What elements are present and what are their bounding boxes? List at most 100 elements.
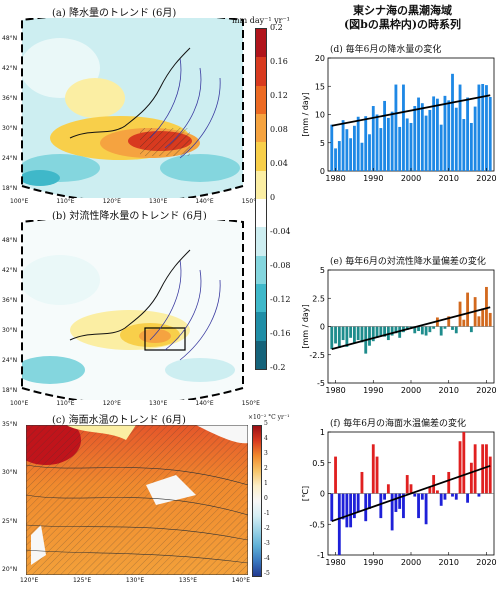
x-tick-label: 1980	[325, 174, 345, 183]
bar	[447, 316, 451, 327]
header-line-2: (図bの黒枠内)の時系列	[343, 18, 462, 31]
bar	[417, 493, 420, 519]
x-tick-label: 2000	[401, 174, 421, 183]
bar	[409, 122, 413, 171]
bar	[341, 120, 345, 171]
bar	[360, 142, 364, 171]
bar	[398, 326, 402, 338]
y-tick-label: 1	[320, 428, 325, 437]
x-tick-label: 1990	[363, 174, 383, 183]
bar	[394, 84, 398, 171]
bar	[375, 326, 379, 338]
y-tick-label: 5	[320, 139, 325, 148]
colorbar-tick-label: 5	[264, 420, 268, 427]
bar	[368, 134, 371, 171]
precip-colorbar-swatch	[256, 312, 266, 341]
colorbar-tick-label: 2	[264, 465, 268, 472]
y-axis-label: [℃]	[301, 486, 310, 501]
bar	[424, 115, 428, 171]
colorbar-tick-label: -0.2	[270, 363, 286, 372]
bar	[469, 462, 473, 494]
y-tick-label: 0.5	[312, 459, 325, 468]
bar	[462, 119, 466, 171]
sst-anomaly-bar-chart: -1 -0.5 0 0.5 1 1980 1990 2000 2010 2020 [℃]	[301, 428, 497, 567]
y-axis-label: [mm / day]	[301, 92, 310, 136]
bar	[443, 326, 447, 329]
bar	[386, 117, 390, 171]
panel-c-title: (c) 海面水温のトレンド (6月)	[52, 415, 186, 426]
x-tick-label: 1980	[325, 558, 345, 567]
colorbar-tick-label: 1	[264, 480, 268, 487]
bar	[356, 326, 360, 341]
bar	[477, 493, 481, 497]
bar	[432, 475, 436, 494]
bar	[330, 326, 334, 350]
bar	[364, 116, 368, 171]
bar	[356, 116, 360, 171]
bar	[488, 456, 492, 494]
y-tick-label: -5	[317, 379, 325, 388]
bar	[402, 493, 405, 519]
bar	[447, 471, 451, 494]
colorbar-tick-label: 0.16	[270, 57, 288, 66]
bar	[447, 100, 451, 171]
x-tick-label: 2010	[439, 174, 459, 183]
bar	[334, 148, 337, 171]
bar	[352, 493, 356, 519]
bar	[398, 493, 402, 509]
bar	[428, 109, 432, 171]
bar	[454, 326, 458, 334]
colorbar-tick-label: -1	[264, 510, 270, 517]
bar	[432, 96, 436, 171]
precip-colorbar-swatch	[256, 142, 266, 171]
y-tick-label: 2.5	[312, 294, 325, 303]
colorbar-tick-label: 0.08	[270, 125, 288, 134]
y-tick-label: 5	[320, 266, 325, 275]
bar	[481, 308, 485, 327]
bar	[458, 301, 462, 327]
y-tick-label: 10	[315, 111, 325, 120]
precip-colorbar-swatch	[256, 57, 266, 86]
chart-f-title: (f) 毎年6月の海面水温偏差の変化	[330, 419, 466, 429]
colorbar-tick-label: -0.16	[270, 329, 291, 338]
trend-line	[331, 464, 491, 523]
bar	[345, 326, 349, 347]
bar	[345, 493, 349, 528]
map-lat-labels-a: 48°N 42°N 36°N 30°N 24°N 18°N	[2, 35, 18, 192]
sst-lon-labels: 120°E 125°E 130°E 135°E 140°E	[20, 577, 250, 584]
bar	[420, 326, 424, 335]
bar	[473, 106, 477, 171]
bar	[439, 326, 443, 336]
precip-colorbar-swatch	[256, 170, 266, 199]
colorbar-tick-label: 0.04	[270, 159, 288, 168]
bar	[349, 326, 353, 338]
bar	[402, 84, 405, 171]
bar	[413, 326, 417, 334]
precip-trend-map	[21, 18, 244, 198]
y-tick-label: 0	[320, 490, 325, 499]
bar	[405, 475, 409, 494]
colorbar-tick-label: 0	[270, 193, 276, 202]
bar	[345, 129, 349, 171]
trend-line	[331, 94, 491, 127]
colorbar-tick-label: -2	[264, 525, 270, 532]
x-tick-label: 1980	[325, 386, 345, 395]
bar	[379, 128, 383, 171]
bar	[454, 493, 458, 500]
x-tick-label: 2000	[401, 386, 421, 395]
precip-colorbar-swatch	[256, 340, 266, 369]
bar	[349, 493, 353, 528]
bar	[435, 490, 439, 494]
bar	[337, 326, 341, 348]
x-tick-label: 2020	[476, 386, 496, 395]
bar	[477, 316, 481, 327]
bar	[462, 319, 466, 327]
bar	[360, 326, 364, 343]
bar	[420, 103, 424, 171]
bar	[394, 326, 398, 334]
bar	[371, 106, 375, 171]
precip-colorbar-swatch	[256, 198, 266, 228]
convective-anomaly-bar-chart: -5 -2.5 0 2.5 5 1980 1990 2000 2010 2020 [mm / day…	[301, 266, 497, 395]
colorbar-tick-label: 0.2	[270, 23, 283, 32]
precip-colorbar-swatch	[256, 227, 266, 256]
